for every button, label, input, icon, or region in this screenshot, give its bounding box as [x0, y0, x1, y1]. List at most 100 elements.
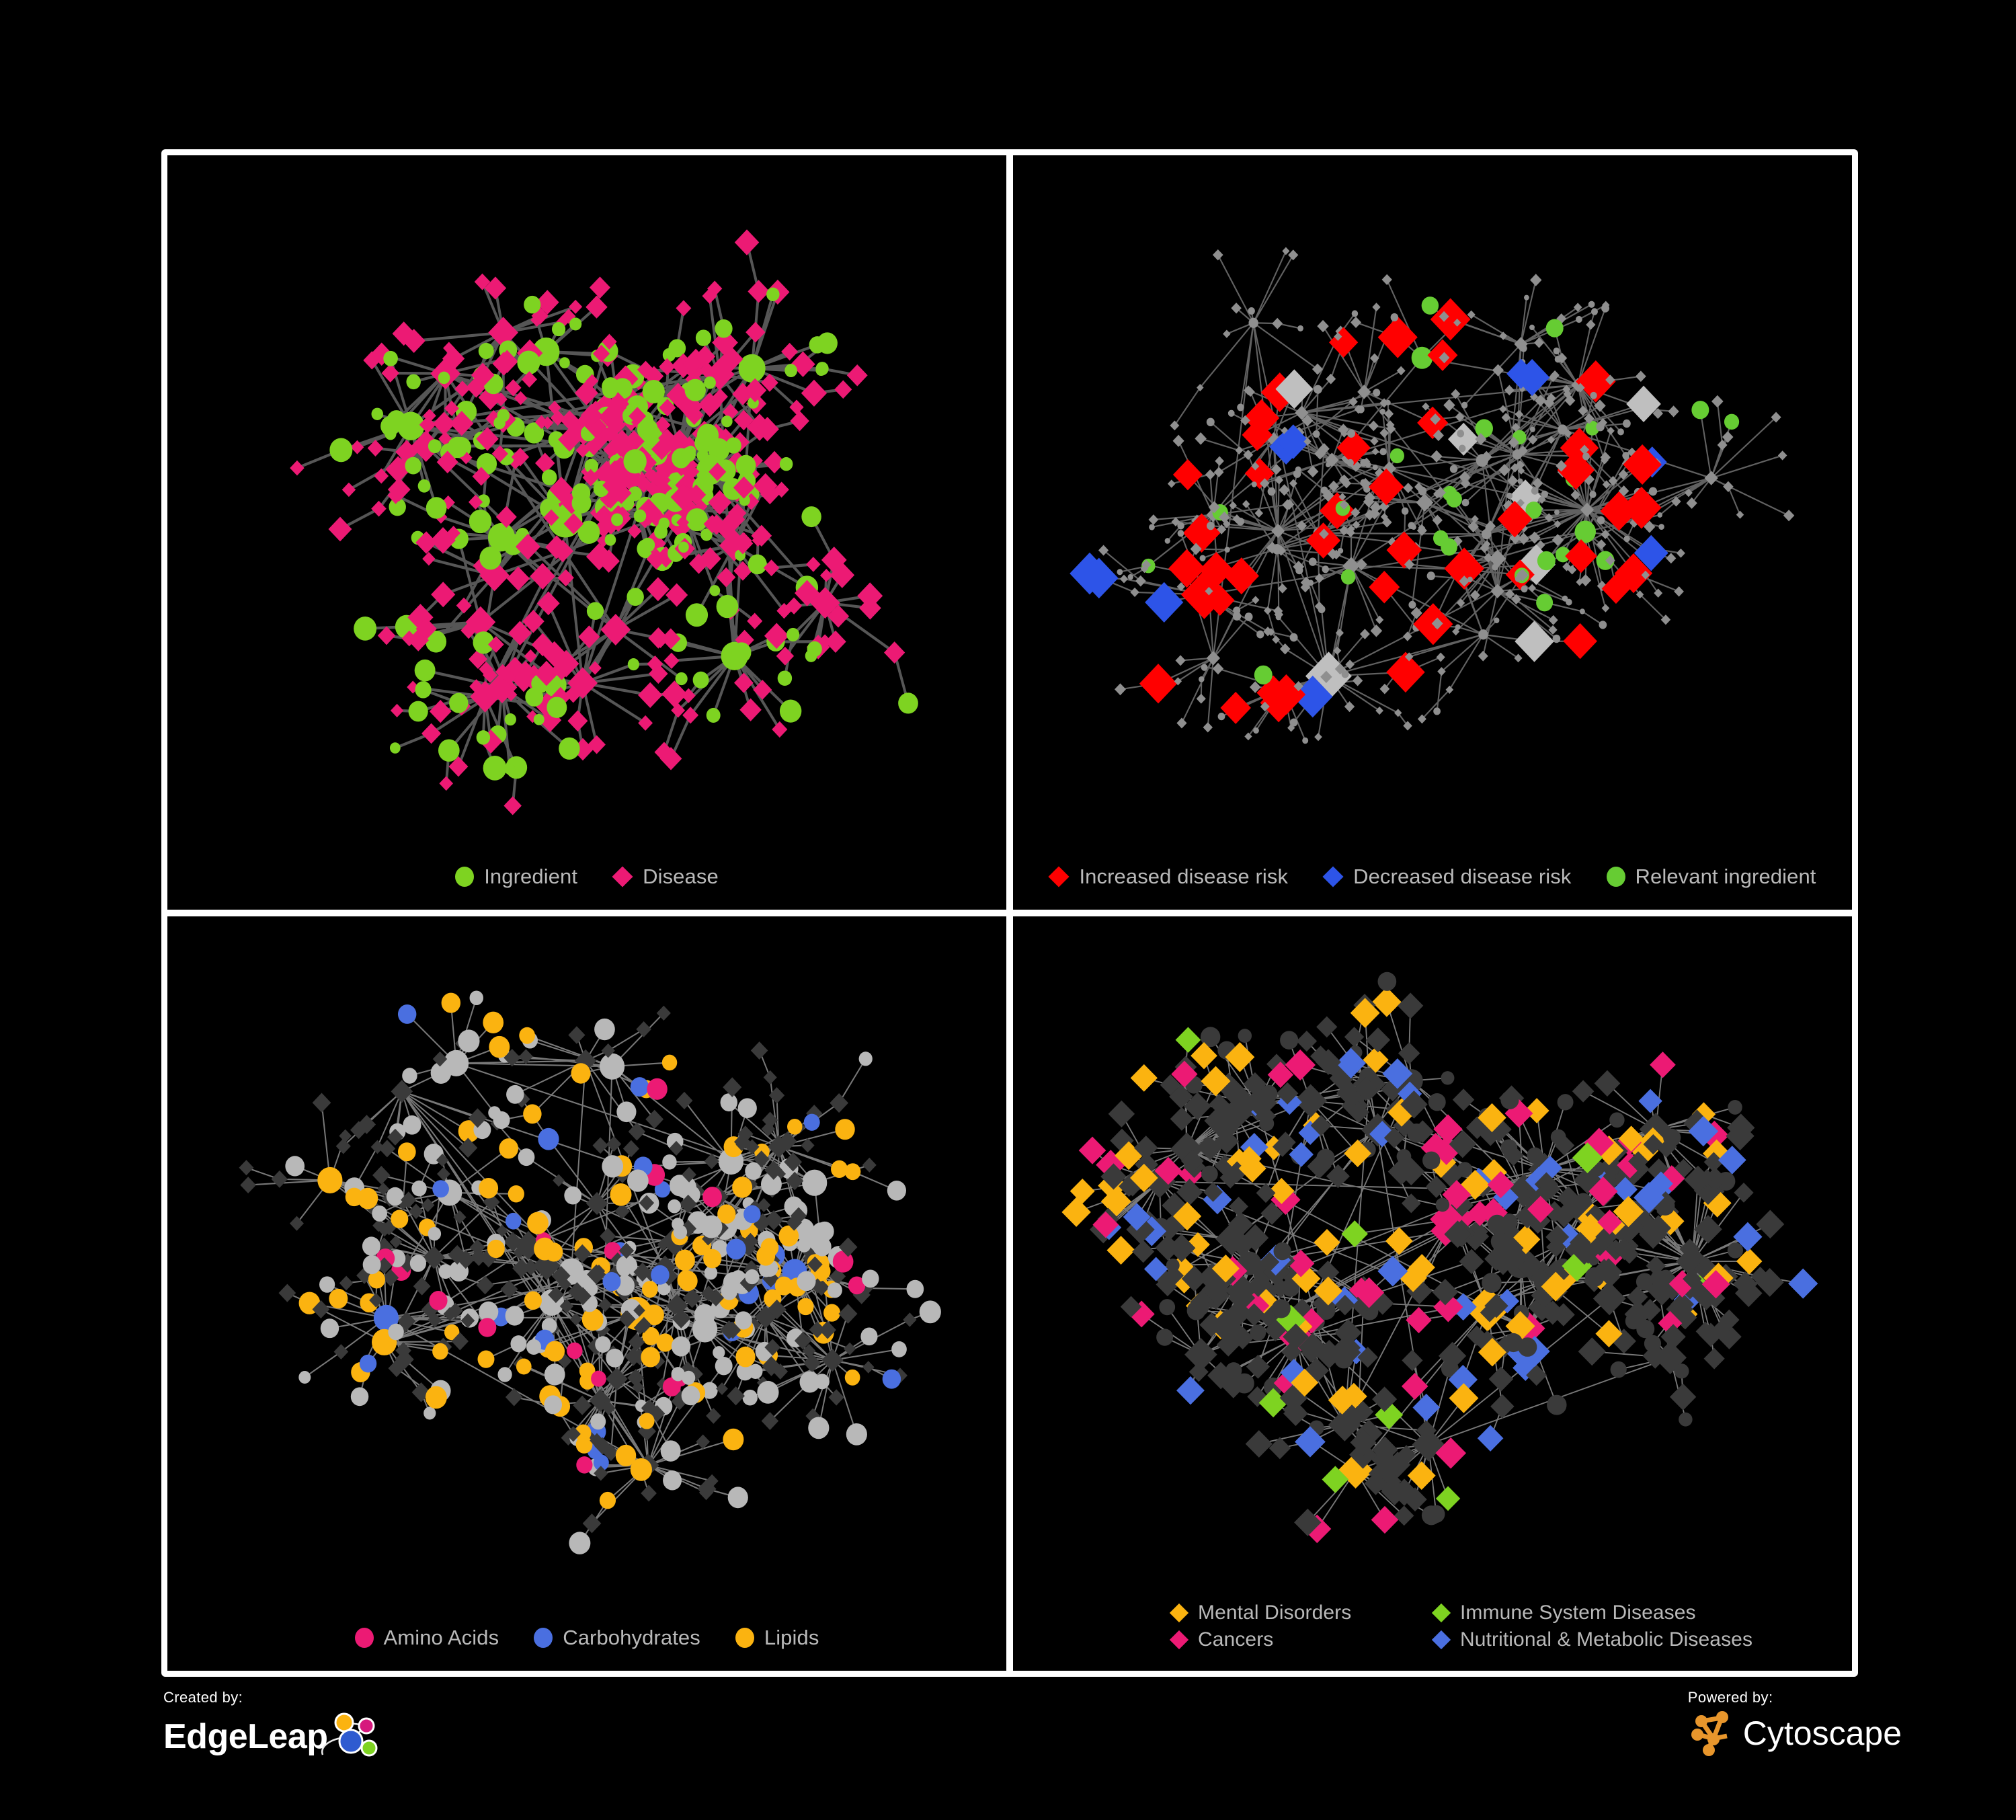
network-node[interactable]	[1196, 693, 1206, 704]
network-node[interactable]	[1580, 502, 1595, 517]
network-node[interactable]	[748, 280, 770, 303]
network-node[interactable]	[1386, 651, 1425, 693]
network-node[interactable]	[1548, 625, 1558, 635]
network-node[interactable]	[431, 582, 456, 608]
network-node[interactable]	[602, 333, 617, 350]
network-node[interactable]	[469, 679, 483, 694]
network-node[interactable]	[505, 379, 522, 397]
panel-disease-risk[interactable]: Increased disease risk Decreased disease …	[1013, 155, 1852, 910]
network-node[interactable]	[1565, 539, 1597, 573]
network-node[interactable]	[797, 1298, 814, 1316]
network-node[interactable]	[1596, 422, 1605, 432]
network-node[interactable]	[862, 1269, 879, 1288]
network-node[interactable]	[472, 467, 491, 486]
network-node[interactable]	[538, 1127, 559, 1150]
network-canvas-ingredient-disease[interactable]	[167, 155, 1006, 862]
network-node[interactable]	[1149, 524, 1155, 530]
network-node[interactable]	[1271, 1299, 1291, 1318]
network-node[interactable]	[1280, 1031, 1299, 1050]
network-node[interactable]	[743, 1205, 761, 1224]
network-node[interactable]	[367, 440, 384, 457]
network-node[interactable]	[806, 557, 821, 572]
network-node[interactable]	[627, 524, 642, 539]
network-node[interactable]	[1245, 1430, 1273, 1458]
network-node[interactable]	[1170, 420, 1180, 431]
network-node[interactable]	[787, 627, 800, 642]
network-node[interactable]	[506, 1084, 524, 1104]
network-node[interactable]	[1390, 313, 1399, 321]
network-node[interactable]	[1260, 683, 1297, 723]
network-node[interactable]	[1354, 405, 1363, 414]
network-node[interactable]	[668, 339, 686, 358]
network-node[interactable]	[432, 1343, 448, 1360]
network-node[interactable]	[682, 1370, 696, 1385]
network-node[interactable]	[411, 1180, 427, 1197]
network-node[interactable]	[1272, 1136, 1293, 1157]
network-node[interactable]	[1117, 569, 1123, 576]
network-node[interactable]	[611, 620, 627, 636]
network-node[interactable]	[1242, 1224, 1269, 1252]
network-node[interactable]	[1329, 327, 1359, 358]
network-node[interactable]	[602, 1401, 616, 1415]
network-node[interactable]	[1783, 510, 1795, 522]
network-node[interactable]	[402, 1068, 417, 1084]
network-node[interactable]	[271, 1170, 288, 1188]
network-node[interactable]	[328, 516, 352, 542]
network-node[interactable]	[1195, 432, 1207, 445]
network-node[interactable]	[1674, 586, 1684, 597]
network-node[interactable]	[503, 533, 524, 555]
network-node[interactable]	[1201, 664, 1208, 671]
network-node[interactable]	[835, 1119, 855, 1140]
network-node[interactable]	[1449, 1130, 1477, 1158]
network-node[interactable]	[478, 1318, 497, 1337]
network-node[interactable]	[838, 1237, 858, 1257]
network-node[interactable]	[1499, 405, 1507, 413]
network-node[interactable]	[505, 1306, 524, 1326]
network-node[interactable]	[1401, 507, 1409, 515]
network-node[interactable]	[1432, 514, 1443, 526]
network-node[interactable]	[862, 1361, 875, 1374]
network-node[interactable]	[1293, 560, 1305, 573]
network-node[interactable]	[1576, 315, 1582, 323]
network-node[interactable]	[298, 1371, 311, 1384]
network-node[interactable]	[639, 1413, 655, 1429]
network-node[interactable]	[757, 1380, 779, 1404]
network-node[interactable]	[497, 1367, 512, 1382]
network-node[interactable]	[289, 1216, 304, 1231]
network-node[interactable]	[1139, 664, 1178, 704]
network-node[interactable]	[805, 649, 817, 662]
network-node[interactable]	[777, 670, 793, 686]
network-node[interactable]	[1282, 247, 1290, 255]
network-node[interactable]	[599, 1053, 625, 1080]
network-node[interactable]	[387, 477, 411, 502]
network-node[interactable]	[1679, 1412, 1693, 1427]
network-node[interactable]	[1200, 1027, 1221, 1047]
network-node[interactable]	[413, 1277, 431, 1296]
network-node[interactable]	[906, 1279, 924, 1298]
network-node[interactable]	[428, 439, 442, 453]
network-node[interactable]	[641, 1347, 661, 1368]
network-node[interactable]	[543, 509, 559, 526]
network-node[interactable]	[802, 1169, 828, 1196]
network-node[interactable]	[1346, 459, 1354, 467]
network-node[interactable]	[1201, 1165, 1218, 1183]
network-node[interactable]	[1253, 727, 1259, 734]
network-node[interactable]	[622, 1140, 639, 1158]
network-node[interactable]	[1326, 462, 1331, 468]
network-node[interactable]	[884, 641, 905, 664]
network-node[interactable]	[495, 664, 510, 680]
network-node[interactable]	[1312, 363, 1323, 375]
network-node[interactable]	[1594, 1070, 1621, 1097]
network-node[interactable]	[1229, 1196, 1248, 1217]
network-node[interactable]	[815, 1221, 834, 1242]
network-node[interactable]	[1498, 463, 1510, 477]
network-node[interactable]	[742, 1389, 758, 1406]
network-node[interactable]	[1601, 573, 1631, 604]
network-node[interactable]	[1711, 395, 1724, 408]
network-node[interactable]	[438, 371, 450, 385]
network-node[interactable]	[660, 1440, 681, 1462]
network-node[interactable]	[1599, 621, 1607, 629]
network-node[interactable]	[503, 796, 522, 816]
network-node[interactable]	[1688, 1115, 1719, 1147]
network-node[interactable]	[1558, 424, 1568, 435]
